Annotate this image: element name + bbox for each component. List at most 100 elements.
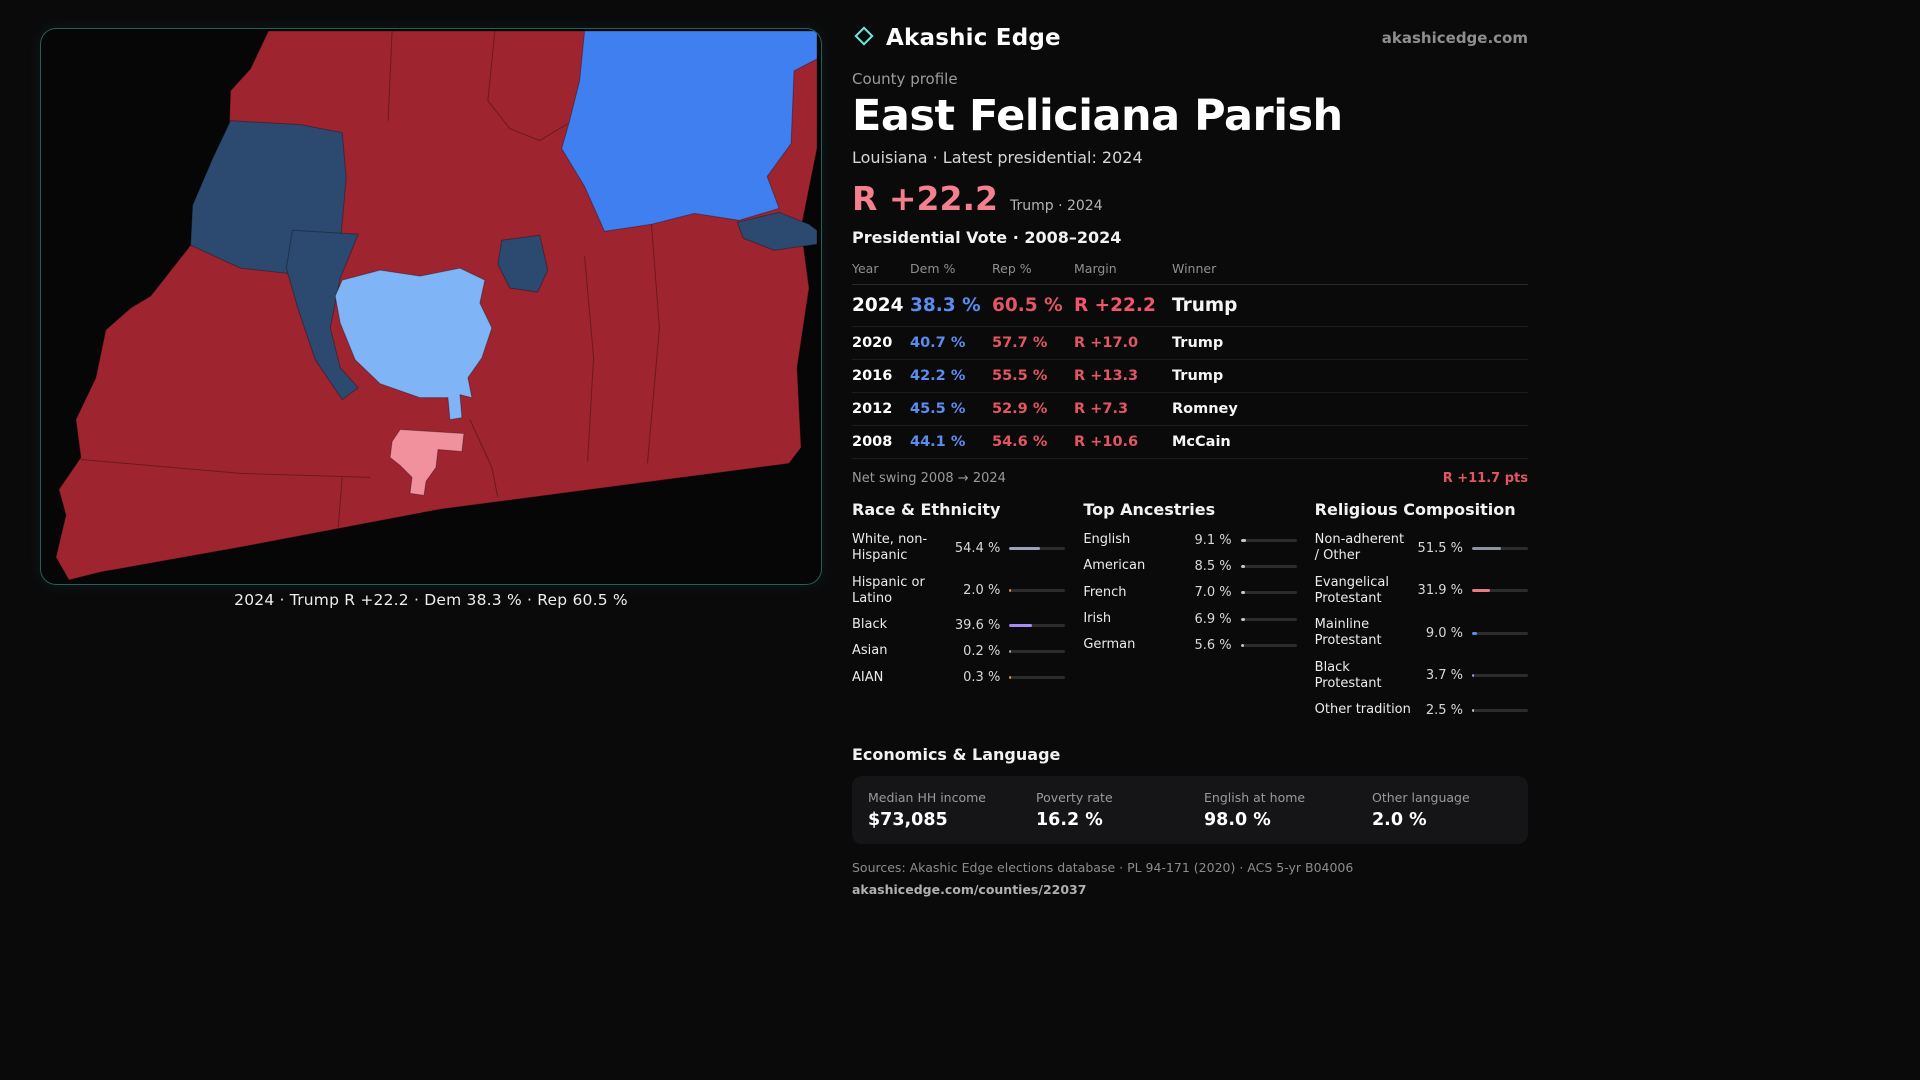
map-boundary-line	[469, 419, 499, 498]
cell-rep: 60.5 %	[992, 295, 1063, 317]
demo-label: Irish	[1083, 610, 1112, 626]
col-rep: Rep %	[992, 261, 1032, 277]
religion-column: Religious Composition Non-adherent / Oth…	[1315, 500, 1528, 723]
demo-bar	[1240, 617, 1297, 621]
ancestries-title: Top Ancestries	[1083, 500, 1216, 520]
list-item: Irish 6.9 %	[1083, 606, 1297, 632]
net-swing-value: R +11.7 pts	[1442, 471, 1528, 487]
col-dem: Dem %	[910, 261, 956, 277]
list-item: French 7.0 %	[1083, 580, 1297, 606]
demo-value: 31.9 %	[1417, 583, 1463, 599]
brand-name: Akashic Edge	[886, 25, 1061, 51]
demo-value: 7.0 %	[1194, 585, 1232, 601]
map-region-bright-blue-northeast[interactable]	[561, 30, 818, 232]
demo-label: Hispanic or Latino	[852, 574, 925, 606]
cell-year: 2016	[852, 368, 893, 385]
demo-value: 2.0 %	[963, 583, 1001, 599]
demo-label: Black Protestant	[1314, 659, 1382, 691]
vote-table-title: Presidential Vote · 2008–2024	[852, 228, 1122, 248]
table-row: 2020 40.7 % 57.7 % R +17.0 Trump	[852, 327, 1528, 361]
kicker-county-profile: County profile	[852, 70, 958, 88]
table-row: 2016 42.2 % 55.5 % R +13.3 Trump	[852, 360, 1528, 394]
demo-bar	[1009, 589, 1066, 593]
vote-table-header: Year Dem % Rep % Margin Winner	[852, 255, 1528, 286]
stat-value: 2.0 %	[1372, 810, 1427, 831]
list-item: Black 39.6 %	[852, 612, 1066, 638]
demo-bar	[1471, 708, 1528, 712]
stat-english-at-home: English at home 98.0 %	[1190, 786, 1358, 834]
diamond-logo-icon	[852, 24, 876, 52]
demo-bar	[1240, 538, 1297, 542]
sources-text: Sources: Akashic Edge elections database…	[852, 860, 1354, 876]
ancestries-column: Top Ancestries English 9.1 % American 8.…	[1083, 500, 1297, 658]
table-row: 2012 45.5 % 52.9 % R +7.3 Romney	[852, 393, 1528, 427]
stat-value: 16.2 %	[1036, 810, 1103, 831]
table-row: 2024 38.3 % 60.5 % R +22.2 Trump	[852, 285, 1528, 328]
economics-title: Economics & Language	[852, 745, 1061, 765]
list-item: English 9.1 %	[1083, 527, 1297, 553]
stat-value: 98.0 %	[1204, 810, 1271, 831]
cell-rep: 54.6 %	[992, 434, 1048, 451]
map-region-navy-small-center[interactable]	[497, 234, 549, 293]
cell-year: 2024	[852, 295, 904, 317]
map-region-navy-east-sliver[interactable]	[736, 211, 818, 251]
county-map-svg[interactable]	[41, 29, 821, 584]
demo-label: Asian	[852, 643, 888, 659]
demo-label: Other tradition	[1314, 702, 1411, 718]
county-profile-panel: Akashic Edge akashicedge.com County prof…	[852, 24, 1528, 898]
map-region-highlight-east-feliciana[interactable]	[389, 429, 465, 496]
demo-bar	[1471, 631, 1528, 635]
presidential-vote-table: Year Dem % Rep % Margin Winner 2024 38.3…	[852, 255, 1528, 486]
religion-title: Religious Composition	[1314, 500, 1516, 520]
county-map-card[interactable]	[40, 28, 822, 585]
headline-margin-note: Trump · 2024	[1009, 198, 1103, 215]
demo-bar	[1471, 674, 1528, 678]
demo-value: 9.1 %	[1194, 532, 1232, 548]
cell-winner: Trump	[1172, 295, 1238, 317]
table-row: 2008 44.1 % 54.6 % R +10.6 McCain	[852, 426, 1528, 460]
demo-label: French	[1083, 584, 1127, 600]
demo-value: 2.5 %	[1425, 702, 1463, 718]
site-link[interactable]: akashicedge.com	[1381, 29, 1528, 47]
demo-label: Non-adherent / Other	[1314, 532, 1405, 564]
demo-bar	[1471, 546, 1528, 550]
cell-dem: 40.7 %	[910, 335, 966, 352]
demo-bar	[1009, 546, 1066, 550]
demo-value: 39.6 %	[954, 617, 1001, 633]
list-item: German 5.6 %	[1083, 632, 1297, 658]
demo-label: Black	[852, 617, 888, 633]
map-region-navy-center-band[interactable]	[285, 229, 359, 401]
demographics-grid: Race & Ethnicity White, non-Hispanic 54.…	[852, 500, 1528, 723]
map-boundary-line	[337, 477, 343, 528]
list-item: White, non-Hispanic 54.4 %	[852, 527, 1066, 570]
list-item: American 8.5 %	[1083, 553, 1297, 579]
demo-label: German	[1083, 637, 1136, 653]
col-margin: Margin	[1074, 261, 1117, 277]
demo-value: 5.6 %	[1194, 637, 1232, 653]
demo-value: 6.9 %	[1194, 611, 1232, 627]
demo-label: American	[1083, 558, 1146, 574]
map-boundary-line	[487, 100, 568, 142]
demo-label: White, non-Hispanic	[852, 532, 928, 564]
cell-dem: 38.3 %	[910, 295, 981, 317]
permalink[interactable]: akashicedge.com/counties/22037	[852, 882, 1087, 898]
cell-margin: R +10.6	[1074, 434, 1139, 451]
cell-margin: R +17.0	[1074, 335, 1139, 352]
map-region-light-blue-center[interactable]	[334, 267, 493, 421]
demo-bar	[1240, 591, 1297, 595]
stat-median-hh-income: Median HH income $73,085	[854, 786, 1022, 834]
list-item: Other tradition 2.5 %	[1315, 697, 1528, 723]
demo-value: 9.0 %	[1425, 625, 1463, 641]
demo-value: 0.2 %	[963, 644, 1001, 660]
cell-margin: R +22.2	[1074, 295, 1156, 317]
demo-value: 3.7 %	[1425, 668, 1463, 684]
headline-margin-value: R +22.2	[852, 179, 998, 219]
page-subtitle: Louisiana · Latest presidential: 2024	[852, 148, 1143, 168]
stat-label: Median HH income	[868, 790, 986, 806]
cell-margin: R +13.3	[1074, 368, 1139, 385]
demo-value: 51.5 %	[1417, 540, 1463, 556]
list-item: AIAN 0.3 %	[852, 665, 1066, 691]
demo-label: Evangelical Protestant	[1314, 574, 1389, 606]
cell-margin: R +7.3	[1074, 401, 1129, 418]
stat-poverty-rate: Poverty rate 16.2 %	[1022, 786, 1190, 834]
